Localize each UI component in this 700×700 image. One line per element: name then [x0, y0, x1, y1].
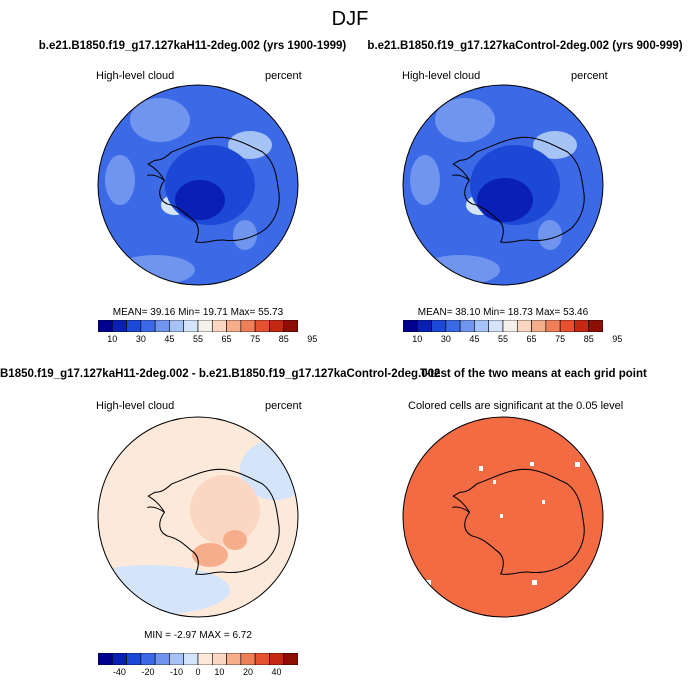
colorbar-tick-label: -10	[170, 667, 184, 677]
colorbar-tick-label: 75	[250, 334, 261, 344]
colorbar-box	[183, 653, 199, 665]
colorbar-box	[140, 653, 156, 665]
colorbar-box	[283, 653, 298, 665]
colorbar-tick-label: 30	[135, 334, 146, 344]
colorbar-tick-label: 55	[192, 334, 203, 344]
colorbar-box	[211, 653, 227, 665]
colorbar-box	[240, 653, 256, 665]
map-panel-3	[97, 416, 299, 618]
colorbar-box	[574, 320, 590, 332]
colorbar-tick-label: 10	[412, 334, 423, 344]
panel-3-colorbar	[98, 653, 298, 665]
colorbar-box	[197, 320, 213, 332]
colorbar-box	[226, 320, 242, 332]
colorbar-box	[474, 320, 490, 332]
colorbar-box	[531, 320, 547, 332]
colorbar-box	[431, 320, 447, 332]
map-panel-1	[97, 84, 299, 286]
colorbar-box	[98, 653, 113, 665]
colorbar-tick-label: 75	[555, 334, 566, 344]
colorbar-box	[459, 320, 475, 332]
panel-4-title: T-test of the two means at each grid poi…	[420, 368, 647, 380]
colorbar-box	[488, 320, 504, 332]
colorbar-tick-label: 45	[469, 334, 480, 344]
colorbar-box	[254, 320, 270, 332]
colorbar-tick-label: 10	[107, 334, 118, 344]
colorbar-tick-label: 65	[526, 334, 537, 344]
colorbar-box	[254, 653, 270, 665]
panel-3-title: B1850.f19_g17.127kaH11-2deg.002 - b.e21.…	[0, 368, 441, 380]
figure-title: DJF	[331, 8, 369, 30]
colorbar-box	[211, 320, 227, 332]
colorbar-tick-label: 95	[612, 334, 623, 344]
colorbar-tick-label: 65	[221, 334, 232, 344]
panel-1-units-label: percent	[265, 70, 302, 82]
panel-2-units-label: percent	[571, 70, 608, 82]
colorbar-box	[559, 320, 575, 332]
colorbar-tick-label: -40	[112, 667, 126, 677]
colorbar-box	[154, 320, 170, 332]
colorbar-tick-label: -20	[141, 667, 155, 677]
colorbar-box	[283, 320, 298, 332]
panel-2-title: b.e21.B1850.f19_g17.127kaControl-2deg.00…	[367, 40, 683, 52]
panel-2-variable-label: High-level cloud	[402, 70, 481, 82]
colorbar-box	[126, 653, 142, 665]
colorbar-tick-label: 0	[195, 667, 201, 677]
colorbar-box	[545, 320, 561, 332]
colorbar-box	[169, 320, 185, 332]
colorbar-box	[269, 653, 285, 665]
colorbar-box	[111, 320, 127, 332]
panel-2-colorbar	[403, 320, 603, 332]
panel-1-variable-label: High-level cloud	[96, 70, 175, 82]
colorbar-box	[169, 653, 185, 665]
colorbar-box	[502, 320, 518, 332]
panel-1-colorbar	[98, 320, 298, 332]
colorbar-box	[516, 320, 532, 332]
colorbar-box	[140, 320, 156, 332]
map-panel-2	[402, 84, 604, 286]
colorbar-box	[126, 320, 142, 332]
colorbar-box	[197, 653, 213, 665]
colorbar-tick-label: 40	[271, 667, 282, 677]
colorbar-box	[269, 320, 285, 332]
colorbar-box	[240, 320, 256, 332]
map-panel-4	[402, 416, 604, 618]
colorbar-box	[98, 320, 113, 332]
colorbar-tick-label: 10	[214, 667, 225, 677]
colorbar-box	[588, 320, 603, 332]
colorbar-tick-label: 85	[278, 334, 289, 344]
colorbar-box	[226, 653, 242, 665]
colorbar-tick-label: 30	[440, 334, 451, 344]
colorbar-tick-label: 85	[583, 334, 594, 344]
panel-3-stats: MIN = -2.97 MAX = 6.72	[144, 630, 252, 641]
panel-4-variable-label: Colored cells are significant at the 0.0…	[408, 400, 624, 412]
colorbar-box	[416, 320, 432, 332]
colorbar-tick-label: 20	[242, 667, 253, 677]
panel-3-variable-label: High-level cloud	[96, 400, 175, 412]
colorbar-box	[183, 320, 199, 332]
colorbar-tick-label: 45	[164, 334, 175, 344]
panel-1-stats: MEAN= 39.16 Min= 19.71 Max= 55.73	[112, 307, 284, 318]
panel-3-units-label: percent	[265, 400, 302, 412]
colorbar-box	[111, 653, 127, 665]
colorbar-tick-label: 55	[497, 334, 508, 344]
colorbar-tick-label: 95	[307, 334, 318, 344]
colorbar-box	[445, 320, 461, 332]
colorbar-box	[154, 653, 170, 665]
panel-1-title: b.e21.B1850.f19_g17.127kaH11-2deg.002 (y…	[38, 40, 347, 52]
panel-2-colorbar-labels: 10 30 45 55 65 75 85 95	[403, 334, 622, 346]
panel-2-stats: MEAN= 38.10 Min= 18.73 Max= 53.46	[417, 307, 589, 318]
panel-1-colorbar-labels: 10 30 45 55 65 75 85 95	[98, 334, 317, 346]
panel-3-colorbar-labels: -40 -20 -10 0 10 20 40	[98, 667, 298, 679]
colorbar-box	[403, 320, 418, 332]
